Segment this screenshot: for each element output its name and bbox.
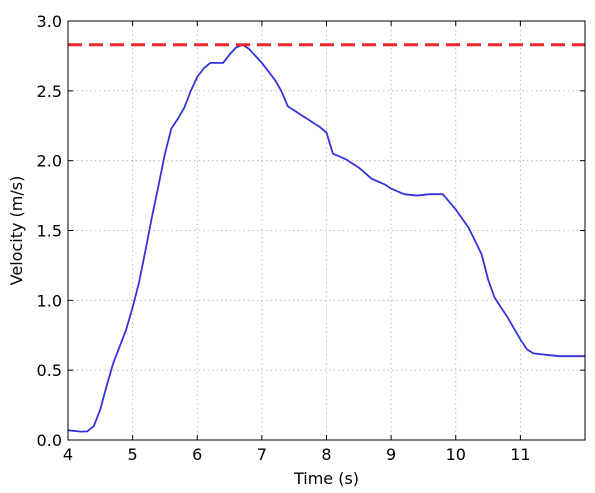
x-tick-label: 6 [192,445,202,464]
y-tick-label: 2.0 [37,152,62,171]
tick-layer: 4 5 6 7 8 9 10 11 0.0 0.5 1.0 1.5 2.0 2.5 3.0 [37,12,585,464]
x-tick-label: 7 [257,445,267,464]
y-tick-label: 0.5 [37,361,62,380]
y-tick-label: 3.0 [37,12,62,31]
x-tick-label: 11 [510,445,530,464]
x-tick-label: 8 [321,445,331,464]
series-layer [67,43,585,433]
x-tick-label: 9 [386,445,396,464]
x-axis-label: Time (s) [293,469,359,488]
x-tick-label: 10 [446,445,466,464]
velocity-series-line [67,43,585,433]
y-tick-label: 0.0 [37,431,62,450]
grid-layer [67,20,585,441]
x-tick-label: 4 [63,445,73,464]
y-tick-label: 1.0 [37,291,62,310]
y-tick-label: 1.5 [37,222,62,241]
y-tick-label: 2.5 [37,82,62,101]
y-axis-label: Velocity (m/s) [7,176,26,286]
x-tick-label: 5 [128,445,138,464]
